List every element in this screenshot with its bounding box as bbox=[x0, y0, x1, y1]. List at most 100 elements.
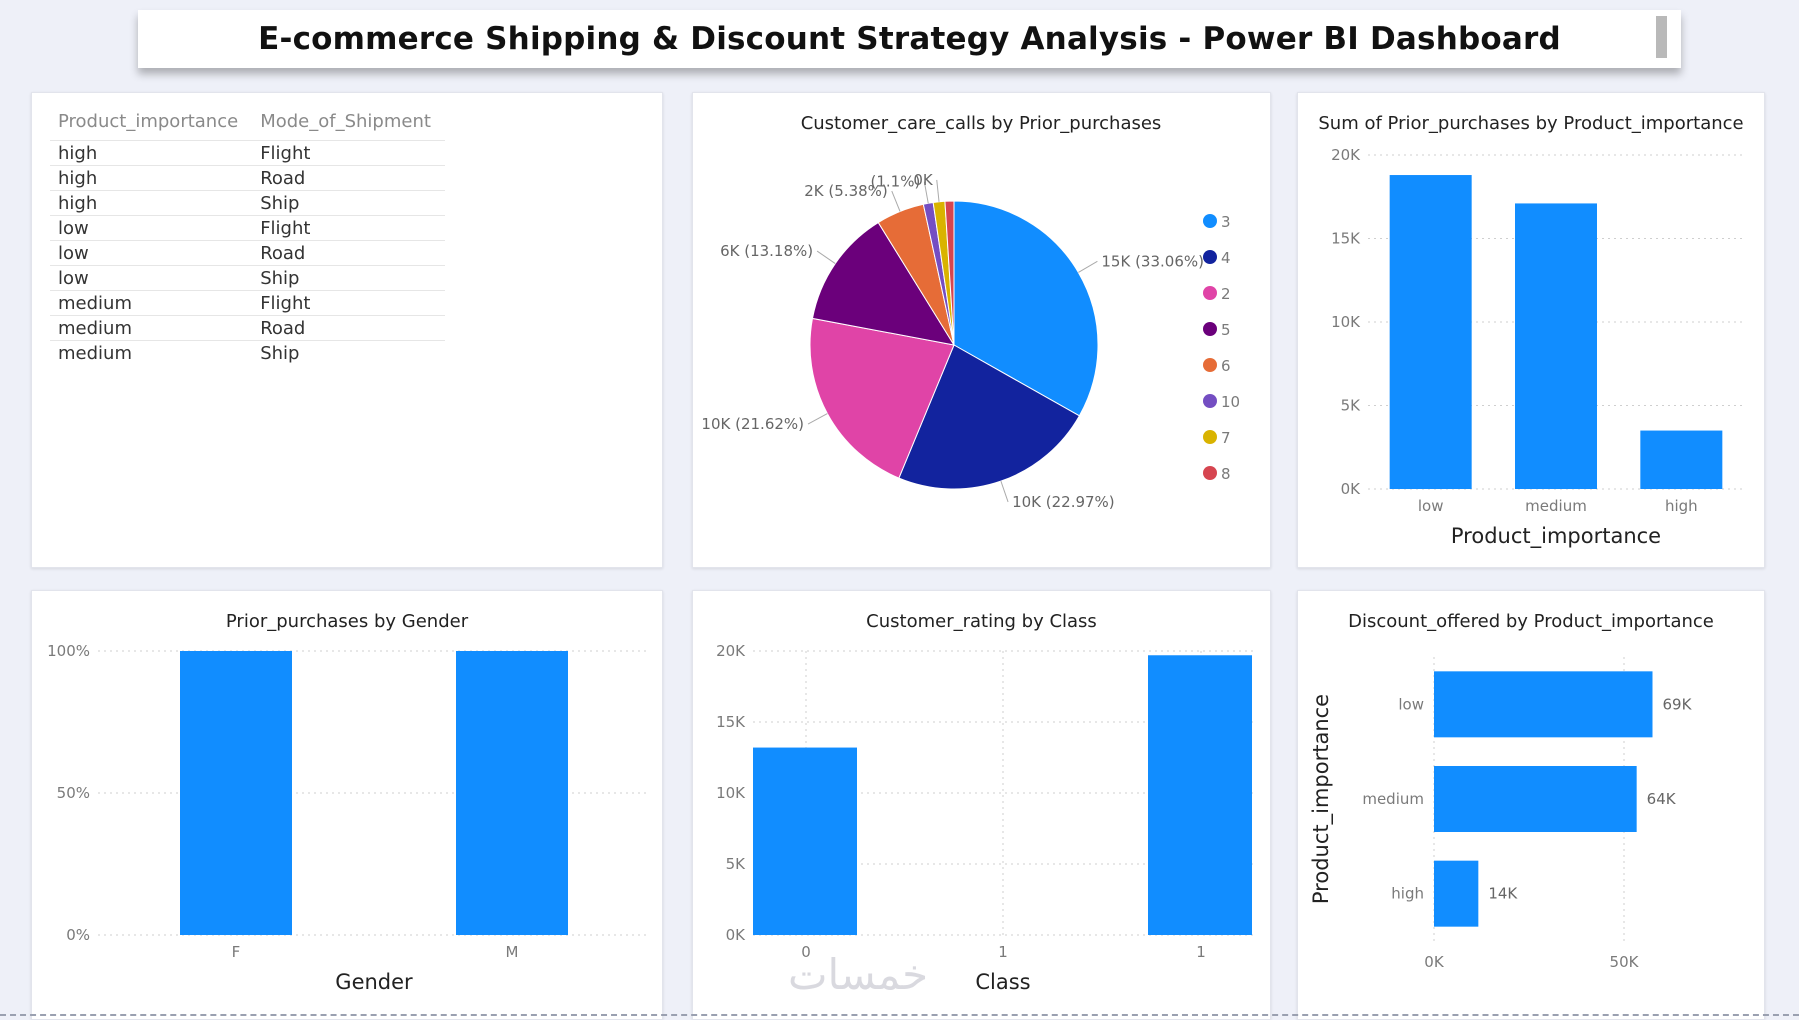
table-cell: Road bbox=[252, 240, 445, 266]
legend-label: 3 bbox=[1221, 213, 1231, 231]
y-tick-label: 10K bbox=[716, 784, 746, 802]
pie-chart: Customer_care_calls by Prior_purchases 15… bbox=[701, 113, 1240, 511]
table-cell: Flight bbox=[252, 215, 445, 241]
y-tick-label: 20K bbox=[1331, 146, 1361, 164]
pie-data-label: 10K (21.62%) bbox=[701, 415, 804, 433]
table-cell: Ship bbox=[252, 340, 445, 365]
x-tick-label: 1 bbox=[998, 943, 1008, 961]
table-row[interactable]: low Ship bbox=[50, 265, 445, 291]
legend-label: 10 bbox=[1221, 393, 1240, 411]
x-tick-label: 1 bbox=[1196, 943, 1206, 961]
bar bbox=[753, 747, 857, 935]
pie-leader-line bbox=[891, 190, 901, 212]
pie-leader-line bbox=[807, 413, 828, 425]
page-bottom-divider bbox=[0, 1014, 1799, 1016]
purchases-by-gender-chart: Prior_purchases by Gender 0% 50% 100% F M Gend… bbox=[47, 611, 650, 994]
legend-label: 6 bbox=[1221, 357, 1231, 375]
x-tick-label: medium bbox=[1525, 497, 1587, 515]
legend-marker bbox=[1203, 394, 1217, 408]
scrollbar-thumb[interactable] bbox=[1656, 16, 1667, 58]
pie-data-label: 10K (22.97%) bbox=[1012, 493, 1115, 511]
legend-marker bbox=[1203, 466, 1217, 480]
legend-marker bbox=[1203, 250, 1217, 264]
table-row[interactable]: medium Ship bbox=[50, 340, 445, 365]
x-tick-label: 0K bbox=[1424, 953, 1445, 971]
table-cell: Ship bbox=[252, 190, 445, 216]
watermark-logo: خمسات bbox=[788, 950, 929, 999]
pie-leader-line bbox=[1000, 480, 1009, 503]
y-tick-label: 15K bbox=[1331, 230, 1361, 248]
pie-chart-card: Customer_care_calls by Prior_purchases 15… bbox=[692, 92, 1271, 568]
legend-marker bbox=[1203, 430, 1217, 444]
bar bbox=[1640, 430, 1723, 489]
y-tick-label: 100% bbox=[47, 642, 90, 660]
table-body: high Flight high Road high Ship low Flight low Ro… bbox=[50, 140, 445, 365]
bar-data-label: 14K bbox=[1488, 885, 1518, 903]
y-tick-label: 5K bbox=[726, 855, 747, 873]
legend-marker bbox=[1203, 214, 1217, 228]
table-row[interactable]: low Road bbox=[50, 240, 445, 266]
legend-label: 2 bbox=[1221, 285, 1231, 303]
chart-title: Customer_rating by Class bbox=[866, 611, 1097, 632]
y-tick-label: 0K bbox=[1341, 480, 1362, 498]
importance-shipment-table: Product_importance Mode_of_Shipment high… bbox=[50, 107, 445, 365]
table-row[interactable]: medium Flight bbox=[50, 290, 445, 316]
table-cell: low bbox=[50, 240, 253, 266]
column-header[interactable]: Product_importance bbox=[58, 111, 239, 132]
chart-title: Prior_purchases by Gender bbox=[226, 611, 469, 632]
discount-by-importance-card: Discount_offered by Product_importance 0K… bbox=[1297, 590, 1765, 1020]
table-row[interactable]: high Flight bbox=[50, 140, 445, 166]
table-row[interactable]: medium Road bbox=[50, 315, 445, 341]
rating-by-class-card: Customer_rating by Class 0K 5K 10K 15K 20K 0 1 1… bbox=[692, 590, 1271, 1020]
y-tick-label: 0K bbox=[726, 926, 747, 944]
bar bbox=[1389, 175, 1472, 489]
x-axis-title: Class bbox=[975, 970, 1030, 994]
pie-data-label: 2K (5.38%) bbox=[804, 182, 888, 200]
y-tick-label: 20K bbox=[716, 642, 746, 660]
column-header[interactable]: Mode_of_Shipment bbox=[260, 111, 431, 132]
legend-marker bbox=[1203, 358, 1217, 372]
pie-leader-line bbox=[1078, 260, 1098, 273]
pie-data-label: (1.1%) bbox=[871, 173, 921, 191]
purchases-by-gender-card: Prior_purchases by Gender 0% 50% 100% F M Gend… bbox=[31, 590, 663, 1020]
y-tick-label: 5K bbox=[1341, 397, 1362, 415]
table-cell: high bbox=[50, 140, 253, 166]
table-row[interactable]: high Road bbox=[50, 165, 445, 191]
bar bbox=[1434, 766, 1637, 832]
table-cell: medium bbox=[50, 315, 253, 341]
bar bbox=[180, 651, 292, 935]
y-tick-label: high bbox=[1391, 885, 1424, 903]
legend-label: 7 bbox=[1221, 429, 1231, 447]
bar bbox=[1515, 203, 1597, 489]
table-card: Product_importance Mode_of_Shipment high… bbox=[31, 92, 663, 568]
table-cell: Road bbox=[252, 315, 445, 341]
x-tick-label: 0 bbox=[801, 943, 811, 961]
bar bbox=[1148, 655, 1252, 935]
rating-by-class-chart: Customer_rating by Class 0K 5K 10K 15K 20K 0 1 1… bbox=[716, 611, 1253, 994]
table-cell: medium bbox=[50, 290, 253, 316]
bar bbox=[1434, 860, 1479, 927]
dashboard-title: E-commerce Shipping & Discount Strategy … bbox=[258, 21, 1561, 57]
pie-leader-line bbox=[816, 250, 836, 264]
table-row[interactable]: low Flight bbox=[50, 215, 445, 241]
x-axis-title: Product_importance bbox=[1451, 524, 1661, 549]
table-cell: high bbox=[50, 165, 253, 191]
y-tick-label: 50% bbox=[57, 784, 90, 802]
table-cell: low bbox=[50, 265, 253, 291]
pie-leader-line bbox=[923, 181, 929, 204]
y-axis-title: Product_importance bbox=[1309, 694, 1334, 904]
bar-data-label: 64K bbox=[1647, 790, 1677, 808]
x-tick-label: high bbox=[1665, 497, 1698, 515]
legend-marker bbox=[1203, 286, 1217, 300]
bar-data-label: 69K bbox=[1663, 695, 1693, 713]
pie-data-label: 15K (33.06%) bbox=[1101, 252, 1204, 270]
y-tick-label: 15K bbox=[716, 713, 746, 731]
bar bbox=[456, 651, 568, 935]
table-cell: low bbox=[50, 215, 253, 241]
table-cell: medium bbox=[50, 340, 253, 365]
legend-label: 4 bbox=[1221, 249, 1231, 267]
table-row[interactable]: high Ship bbox=[50, 190, 445, 216]
bar bbox=[1434, 671, 1653, 738]
pie-slice bbox=[944, 200, 955, 346]
pie-data-label: 6K (13.18%) bbox=[720, 242, 813, 260]
